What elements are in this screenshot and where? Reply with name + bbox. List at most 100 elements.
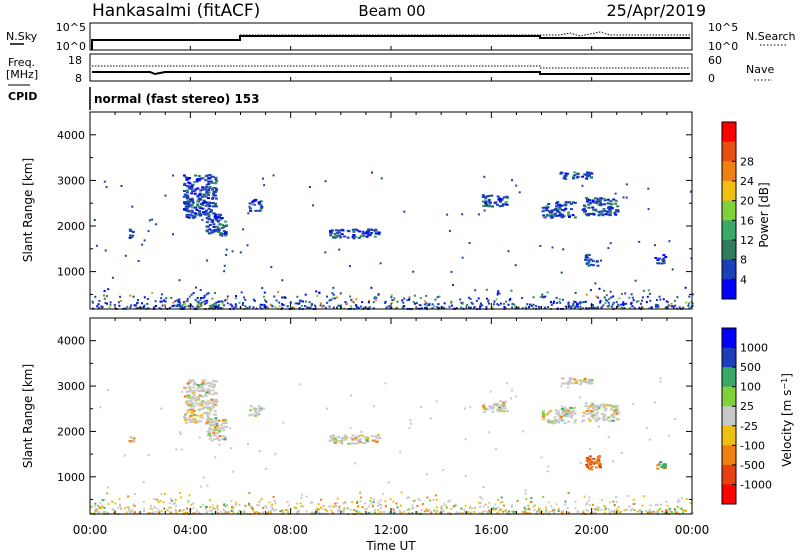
data-cell	[495, 203, 499, 206]
x-tick-label: 08:00	[273, 523, 308, 537]
data-cell	[256, 504, 259, 507]
data-cell	[94, 510, 97, 513]
data-cell	[213, 191, 217, 194]
data-cell	[100, 306, 103, 309]
data-cell	[185, 185, 189, 188]
data-cell	[503, 302, 505, 305]
data-cell	[470, 306, 472, 309]
data-cell	[607, 305, 610, 308]
data-cell	[206, 400, 210, 403]
data-cell	[547, 419, 550, 422]
data-cell	[281, 279, 284, 282]
data-cell	[391, 302, 394, 305]
data-cell	[194, 399, 198, 401]
data-cell	[502, 405, 506, 408]
data-cell	[498, 408, 502, 411]
data-cell	[240, 291, 243, 294]
data-cell	[104, 249, 107, 252]
data-cell	[529, 500, 532, 503]
data-cell	[626, 508, 629, 511]
data-cell	[123, 454, 126, 457]
data-cell	[550, 212, 554, 215]
data-cell	[491, 407, 495, 410]
data-cell	[377, 231, 381, 234]
data-cell	[500, 501, 502, 504]
data-cell	[205, 230, 209, 233]
data-cell	[567, 420, 571, 423]
data-cell	[556, 210, 560, 213]
data-cell	[208, 204, 212, 207]
data-cell	[332, 236, 336, 239]
data-cell	[320, 498, 323, 501]
data-cell	[192, 393, 196, 396]
data-cell	[655, 305, 657, 308]
data-cell	[207, 177, 211, 180]
data-cell	[308, 186, 311, 188]
data-cell	[582, 204, 586, 207]
data-cell	[360, 434, 364, 437]
data-cell	[248, 207, 252, 210]
data-cell	[119, 300, 122, 302]
data-cell	[351, 438, 355, 441]
data-cell	[605, 404, 609, 407]
data-cell	[657, 262, 661, 265]
data-cell	[161, 304, 164, 307]
data-cell	[90, 506, 93, 509]
data-cell	[252, 298, 255, 301]
data-cell	[563, 503, 566, 506]
data-cell	[305, 300, 307, 303]
data-cell	[611, 416, 615, 419]
data-cell	[96, 507, 99, 510]
data-cell	[99, 406, 102, 409]
data-cell	[349, 437, 353, 440]
data-cell	[100, 504, 103, 507]
data-cell	[638, 240, 641, 243]
data-cell	[502, 196, 506, 199]
data-cell	[357, 230, 361, 233]
data-cell	[524, 306, 527, 309]
data-cell	[259, 303, 262, 306]
data-cell	[221, 426, 225, 429]
freq-tick-top: 18	[68, 54, 82, 67]
data-cell	[207, 391, 211, 393]
data-cell	[529, 303, 531, 306]
data-cell	[191, 190, 195, 193]
data-cell	[594, 414, 598, 417]
data-cell	[500, 197, 504, 200]
data-cell	[625, 183, 628, 186]
data-cell	[196, 402, 200, 405]
data-cell	[656, 467, 660, 470]
data-cell	[355, 510, 358, 513]
data-cell	[206, 212, 210, 215]
data-cell	[137, 299, 139, 301]
data-cell	[630, 509, 633, 512]
date-title: 25/Apr/2019	[606, 1, 706, 20]
data-cell	[214, 205, 218, 208]
data-cell	[585, 262, 589, 265]
data-cell	[450, 507, 453, 510]
data-cell	[565, 414, 569, 417]
data-cell	[187, 216, 191, 219]
data-cell	[196, 303, 199, 306]
data-cell	[336, 497, 339, 500]
data-cell	[176, 299, 179, 302]
data-cell	[678, 500, 681, 503]
data-cell	[667, 301, 669, 304]
data-cell	[378, 503, 381, 506]
data-cell	[214, 176, 218, 179]
data-cell	[201, 177, 205, 180]
data-cell	[205, 293, 208, 296]
data-cell	[204, 211, 208, 213]
data-cell	[201, 400, 205, 403]
power-colorbar-label: Power [dB]	[757, 182, 771, 247]
data-cell	[226, 298, 229, 301]
data-cell	[609, 290, 612, 293]
data-cell	[182, 306, 185, 309]
data-cell	[248, 414, 252, 417]
colorbar-segment	[722, 122, 736, 143]
data-cell	[385, 306, 388, 309]
data-cell	[609, 242, 612, 245]
data-cell	[384, 301, 387, 304]
data-cell	[591, 414, 595, 417]
data-cell	[185, 189, 189, 192]
